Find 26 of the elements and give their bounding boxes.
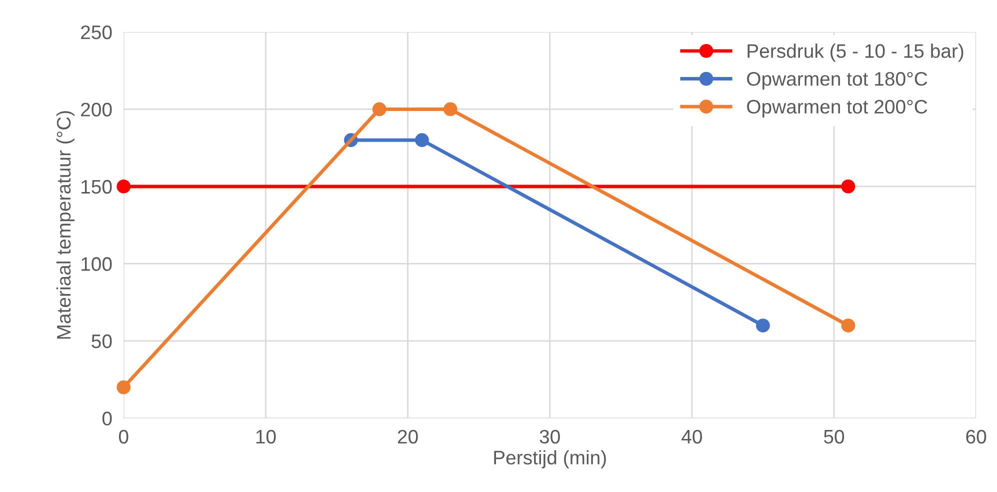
point bbox=[415, 133, 429, 148]
y-tick-label: 50 bbox=[92, 334, 112, 348]
point bbox=[443, 102, 458, 116]
point bbox=[841, 180, 856, 194]
x-tick-label: 0 bbox=[118, 430, 128, 444]
y-tick-label: 200 bbox=[81, 102, 112, 116]
y-tick-label: 100 bbox=[82, 257, 112, 271]
x-tick-label: 30 bbox=[540, 430, 560, 444]
x-tick-label: 40 bbox=[682, 430, 702, 444]
point bbox=[116, 380, 131, 394]
x-axis-title: Perstijd (min) bbox=[494, 450, 606, 468]
y-axis-title: Materiaal temperatuur (°C) bbox=[56, 111, 75, 339]
x-tick-label: 50 bbox=[824, 430, 844, 444]
point bbox=[841, 318, 856, 332]
x-tick-label: 20 bbox=[398, 430, 418, 444]
legend-label: Persdruk (5 - 10 - 15 bar) bbox=[748, 44, 964, 62]
x-tick-label: 10 bbox=[256, 430, 276, 444]
legend-label: Opwarmen tot 180°C bbox=[747, 72, 928, 90]
y-tick-label: 150 bbox=[82, 180, 112, 194]
y-tick-label: 0 bbox=[102, 412, 112, 426]
point bbox=[756, 318, 770, 332]
point bbox=[372, 102, 386, 116]
x-tick-label: 60 bbox=[966, 430, 986, 444]
y-tick-label: 250 bbox=[81, 25, 112, 40]
legend-label: Opwarmen tot 200°C bbox=[747, 100, 928, 118]
point bbox=[116, 180, 131, 194]
